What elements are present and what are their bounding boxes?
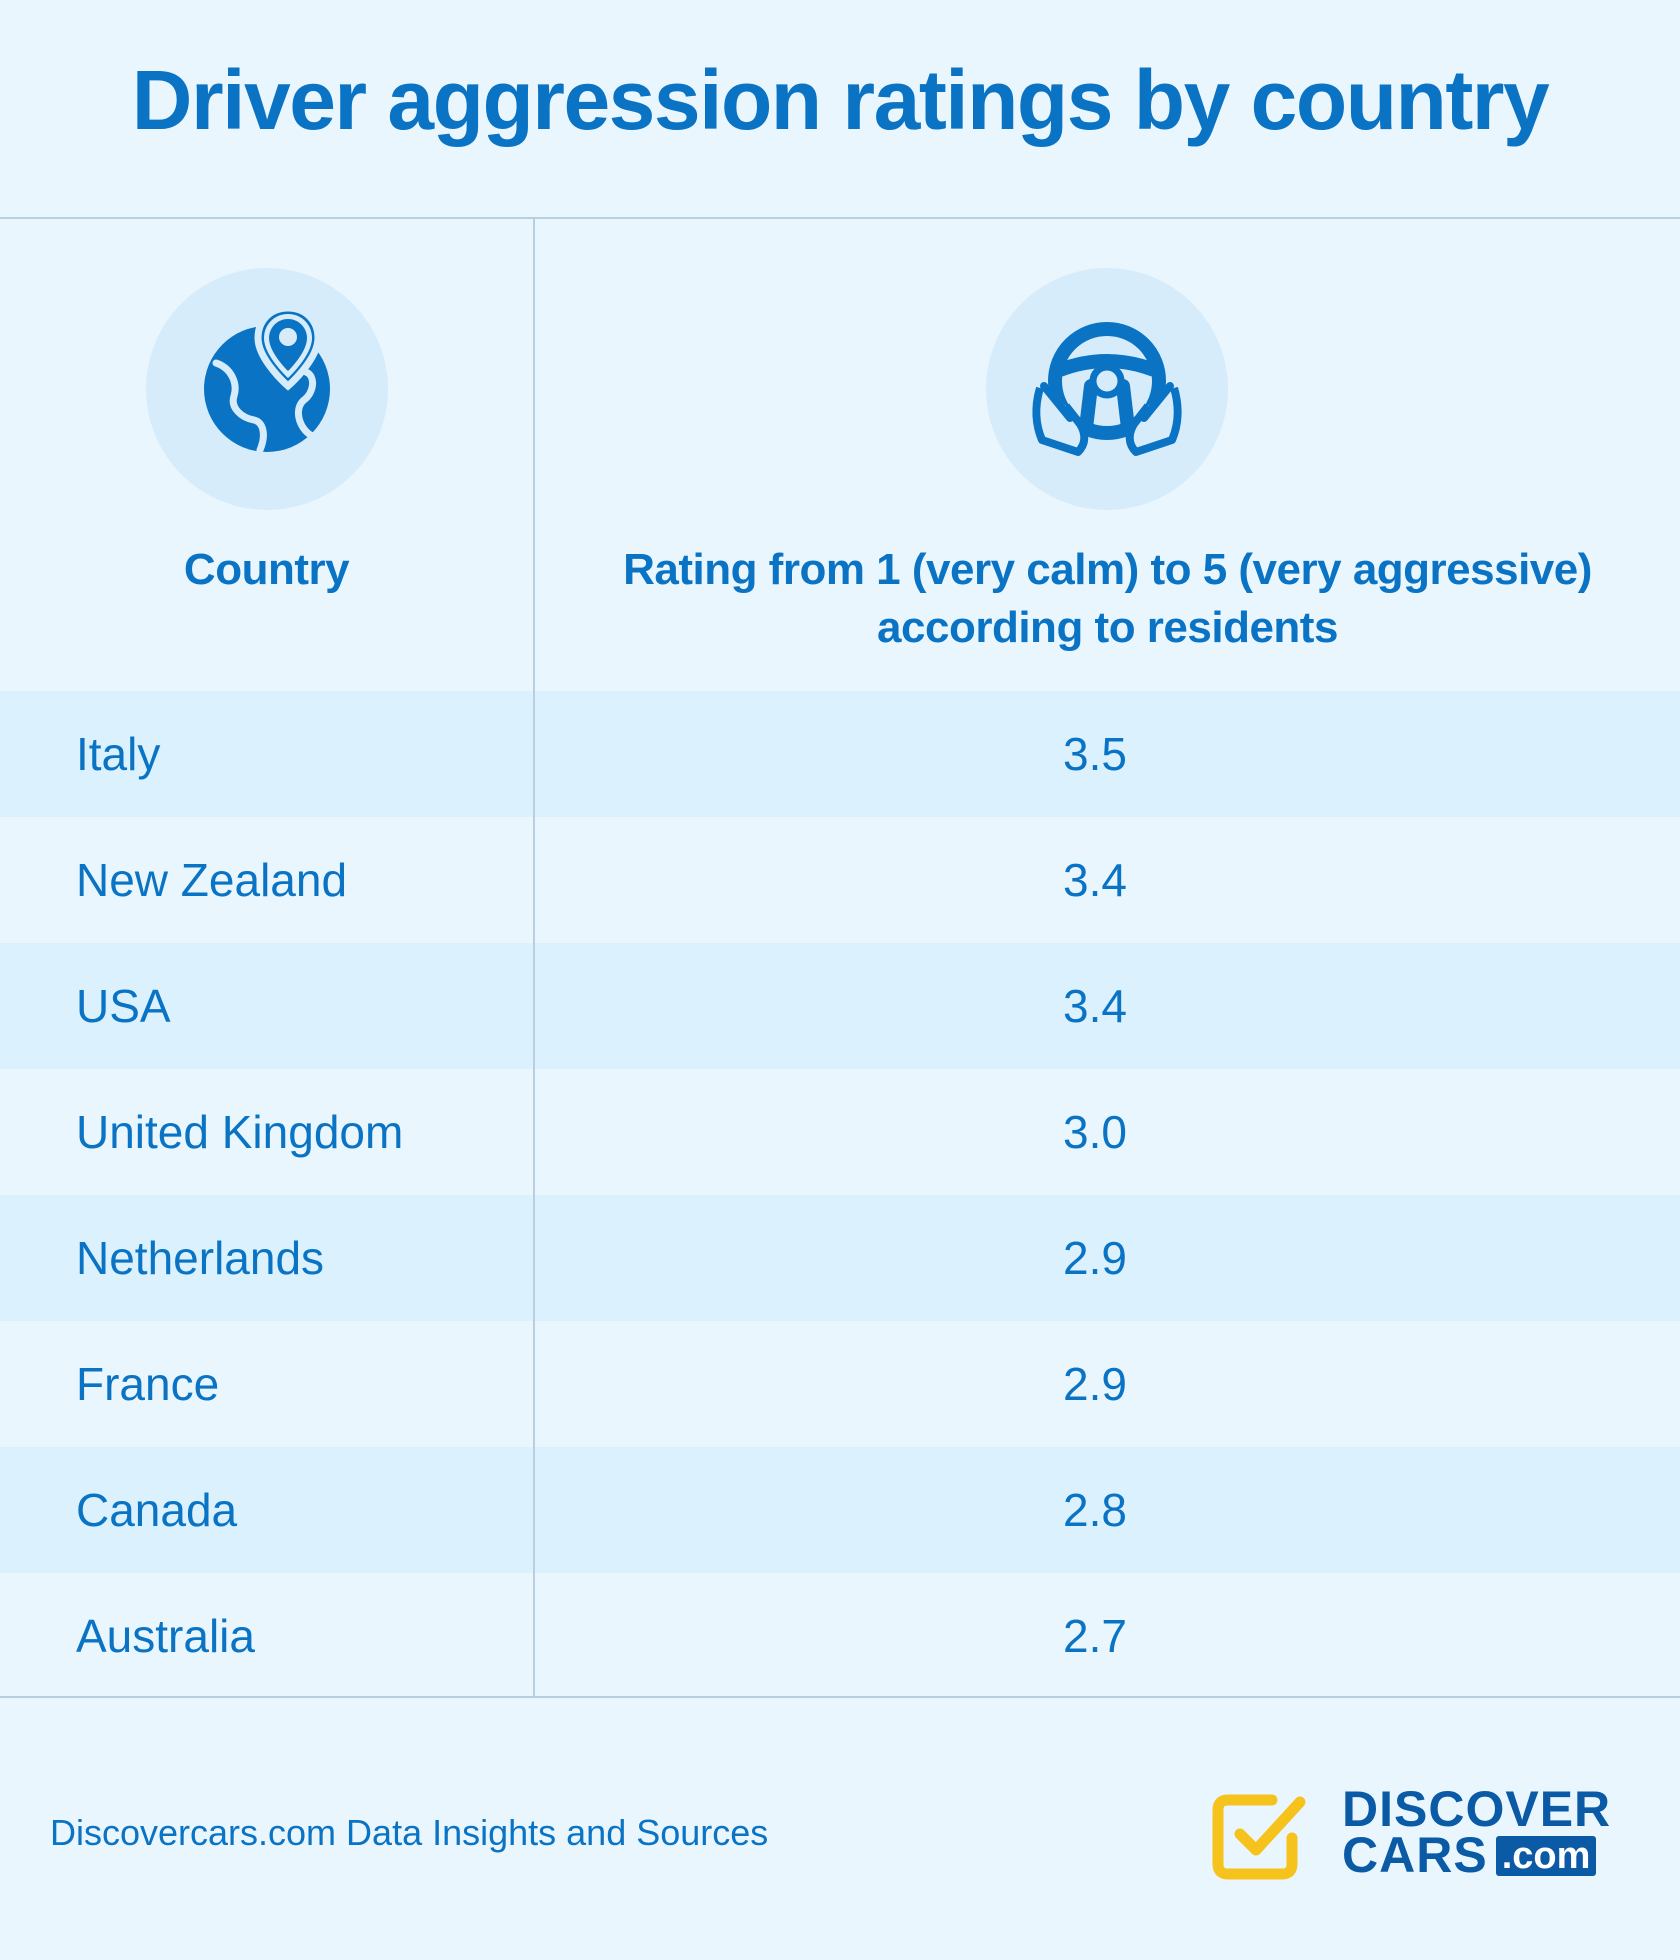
ratings-table: Country Rating from 1 (very calm) to 5 (…	[0, 217, 1680, 1698]
rating-cell: 3.5	[1063, 728, 1127, 780]
globe-location-pin-icon	[146, 268, 388, 510]
table-row: Australia 2.7	[0, 1573, 1680, 1699]
header-rating-label-line1: Rating from 1 (very calm) to 5 (very agg…	[623, 545, 1592, 594]
table-row: France 2.9	[0, 1321, 1680, 1447]
header-rating-label: Rating from 1 (very calm) to 5 (very agg…	[535, 541, 1680, 657]
country-cell: Australia	[76, 1610, 255, 1662]
rating-cell: 3.0	[1063, 1106, 1127, 1158]
country-cell: Italy	[76, 728, 161, 780]
rating-cell: 2.7	[1063, 1610, 1127, 1662]
header-country: Country	[0, 219, 533, 691]
logo-com-badge: .com	[1495, 1836, 1597, 1876]
table-row: USA 3.4	[0, 943, 1680, 1069]
checkmark-logo-icon	[1212, 1794, 1306, 1880]
country-cell: Netherlands	[76, 1232, 325, 1284]
table-body: Italy 3.5 New Zealand 3.4 USA 3.4 United…	[0, 691, 1680, 1699]
logo-wordmark: DISCOVER CARS .com	[1342, 1781, 1612, 1880]
rating-cell: 2.8	[1063, 1484, 1127, 1536]
page-title: Driver aggression ratings by country	[131, 53, 1550, 147]
discovercars-logo: DISCOVER CARS .com	[1210, 1781, 1630, 1886]
table-row: Italy 3.5	[0, 691, 1680, 817]
header-rating: Rating from 1 (very calm) to 5 (very agg…	[535, 219, 1680, 691]
rating-cell: 2.9	[1063, 1358, 1127, 1410]
table-row: New Zealand 3.4	[0, 817, 1680, 943]
rating-cell: 2.9	[1063, 1232, 1127, 1284]
header-rating-label-line2: according to residents	[877, 603, 1338, 652]
table-row: Netherlands 2.9	[0, 1195, 1680, 1321]
country-cell: USA	[76, 980, 171, 1032]
country-cell: Canada	[76, 1484, 238, 1536]
table-row: United Kingdom 3.0	[0, 1069, 1680, 1195]
hands-steering-wheel-icon	[986, 268, 1228, 510]
source-credit: Discovercars.com Data Insights and Sourc…	[50, 1812, 769, 1853]
rating-cell: 3.4	[1063, 980, 1127, 1032]
column-divider	[533, 219, 535, 1696]
header-country-label: Country	[183, 545, 350, 594]
country-cell: New Zealand	[76, 854, 348, 906]
logo-line-discover: DISCOVER	[1342, 1781, 1612, 1837]
table-row: Canada 2.8	[0, 1447, 1680, 1573]
country-cell: United Kingdom	[76, 1106, 404, 1158]
logo-cars-text: CARS	[1342, 1827, 1488, 1883]
logo-line-cars: CARS .com	[1342, 1830, 1611, 1880]
country-cell: France	[76, 1358, 220, 1410]
rating-cell: 3.4	[1063, 854, 1127, 906]
